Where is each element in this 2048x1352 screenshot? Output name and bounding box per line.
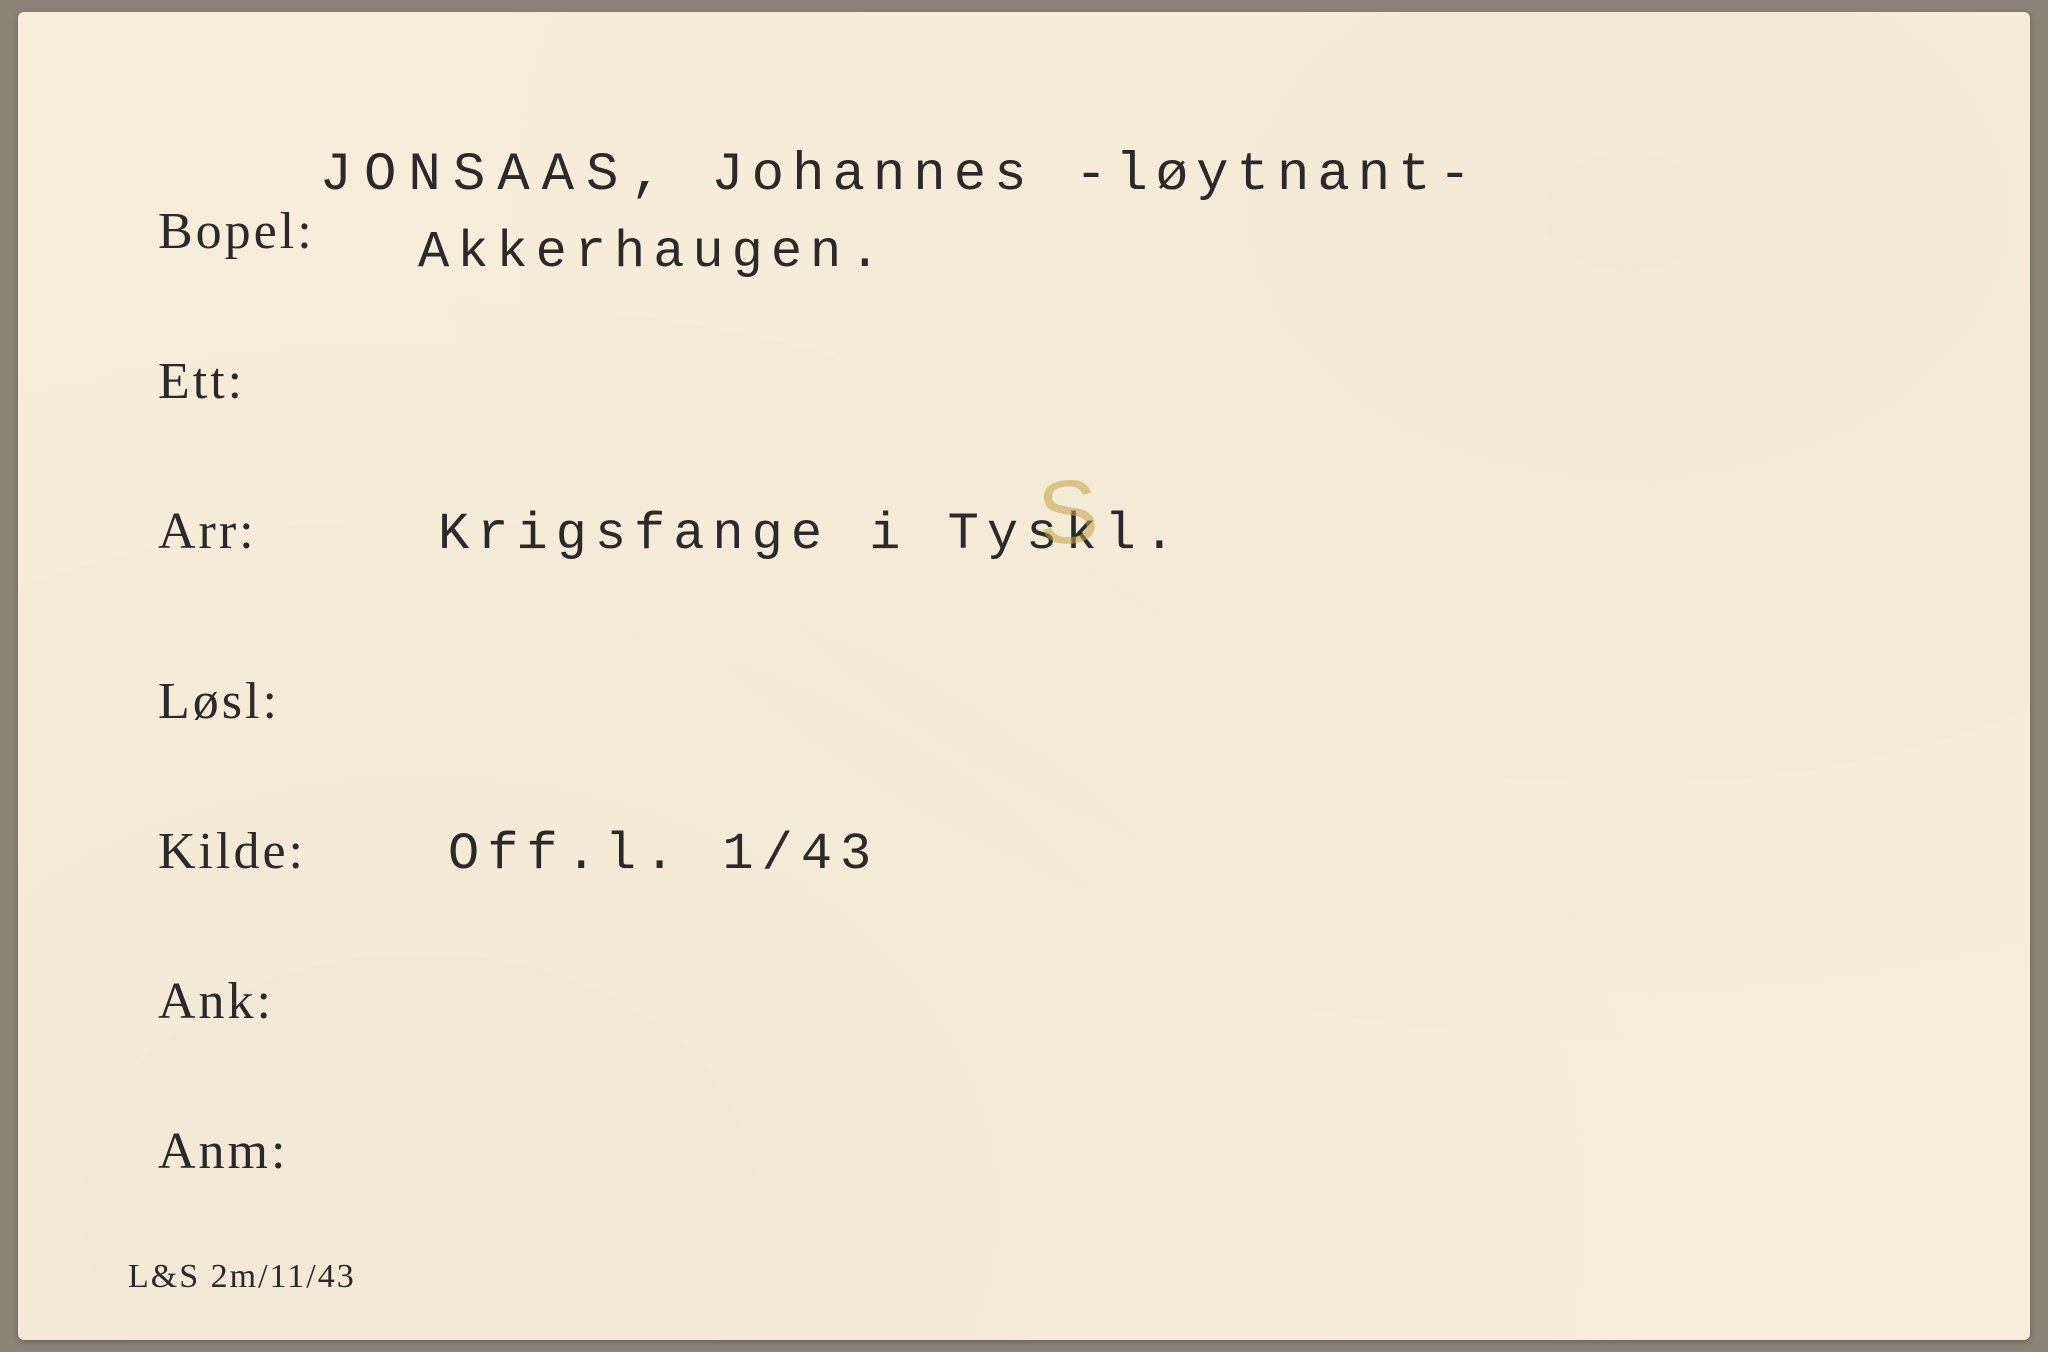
name-rest: , Johannes -løytnant-	[630, 145, 1479, 206]
handwritten-annotation: S	[1034, 460, 1101, 567]
label-arr: Arr:	[158, 502, 378, 561]
value-kilde: Off.l. 1/43	[448, 825, 879, 884]
footer-code: L&S 2m/11/43	[128, 1258, 356, 1296]
label-bopel: Bopel:	[158, 202, 378, 261]
row-kilde: Kilde: Off.l. 1/43	[158, 822, 1970, 884]
index-card: JONSAAS, Johannes -løytnant- Bopel: Akke…	[18, 12, 2030, 1340]
label-losl: Løsl:	[158, 672, 378, 731]
label-kilde: Kilde:	[158, 822, 378, 881]
label-ank: Ank:	[158, 972, 378, 1031]
value-bopel: Akkerhaugen.	[418, 223, 888, 282]
label-anm: Anm:	[158, 1122, 378, 1181]
surname: JONSAAS	[320, 145, 631, 206]
row-anm: Anm:	[158, 1122, 1970, 1181]
label-ett: Ett:	[158, 352, 378, 411]
row-losl: Løsl:	[158, 672, 1970, 731]
row-ank: Ank:	[158, 972, 1970, 1031]
row-bopel: Bopel: Akkerhaugen.	[158, 202, 1970, 264]
row-ett: Ett:	[158, 352, 1970, 411]
